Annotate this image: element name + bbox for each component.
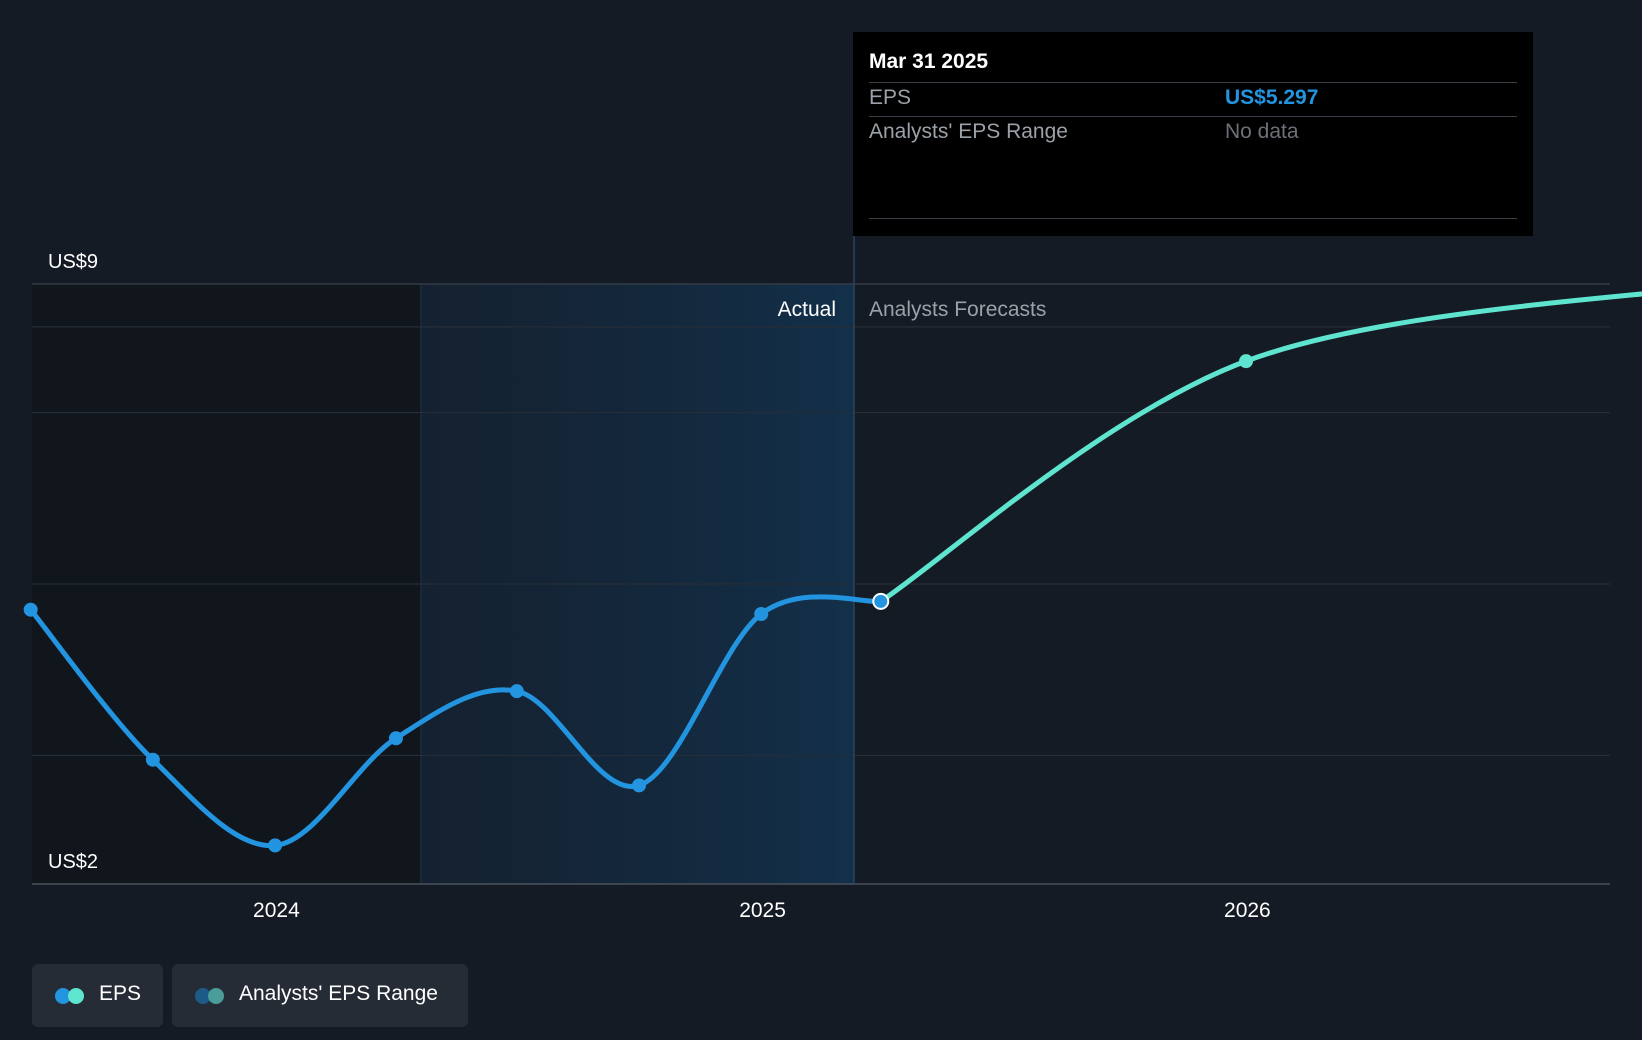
- eps-actual-dot-icon: [55, 988, 71, 1004]
- x-tick-label-2026: 2026: [1224, 899, 1271, 922]
- eps-point[interactable]: [268, 838, 283, 853]
- gridlines: [32, 283, 1610, 757]
- eps-forecast-point[interactable]: [1239, 354, 1254, 369]
- tooltip-date: Mar 31 2025: [869, 50, 989, 73]
- eps-actual-line: [28, 594, 884, 848]
- eps-forecast-dot-icon: [68, 988, 84, 1004]
- forecast-label: Analysts Forecasts: [869, 298, 1046, 321]
- legend-range-button[interactable]: Analysts' EPS Range: [172, 964, 468, 1027]
- tooltip-eps-value: US$5.297: [1225, 86, 1319, 109]
- range-light-dot-icon: [208, 988, 224, 1004]
- eps-point[interactable]: [509, 684, 524, 699]
- tooltip-divider: [869, 218, 1517, 219]
- x-tick-labels: 2024 2025 2026: [253, 899, 1271, 922]
- eps-forecast-line: [878, 291, 1642, 604]
- x-tick-label-2024: 2024: [253, 899, 300, 922]
- tooltip-range-value: No data: [1225, 120, 1299, 143]
- eps-point[interactable]: [632, 778, 647, 793]
- legend-eps-label: EPS: [99, 982, 142, 1005]
- hover-tooltip: Mar 31 2025 EPS US$5.297 Analysts' EPS R…: [853, 32, 1533, 236]
- legend-range-label: Analysts' EPS Range: [239, 982, 438, 1005]
- tooltip-range-label: Analysts' EPS Range: [869, 120, 1068, 143]
- eps-point[interactable]: [145, 752, 160, 767]
- eps-point-selected[interactable]: [872, 592, 890, 610]
- eps-point[interactable]: [23, 602, 38, 617]
- tooltip-eps-label: EPS: [869, 86, 912, 109]
- data-points: [23, 354, 1254, 853]
- x-tick-label-2025: 2025: [739, 899, 786, 922]
- legend-eps-button[interactable]: EPS: [32, 964, 163, 1027]
- actual-label: Actual: [778, 298, 836, 321]
- y-label-top: US$9: [48, 251, 98, 273]
- range-dark-dot-icon: [195, 988, 211, 1004]
- tooltip-divider: [869, 116, 1517, 117]
- y-label-bottom: US$2: [48, 851, 98, 873]
- eps-point[interactable]: [388, 731, 403, 746]
- tooltip-divider: [869, 82, 1517, 83]
- eps-point[interactable]: [754, 607, 769, 621]
